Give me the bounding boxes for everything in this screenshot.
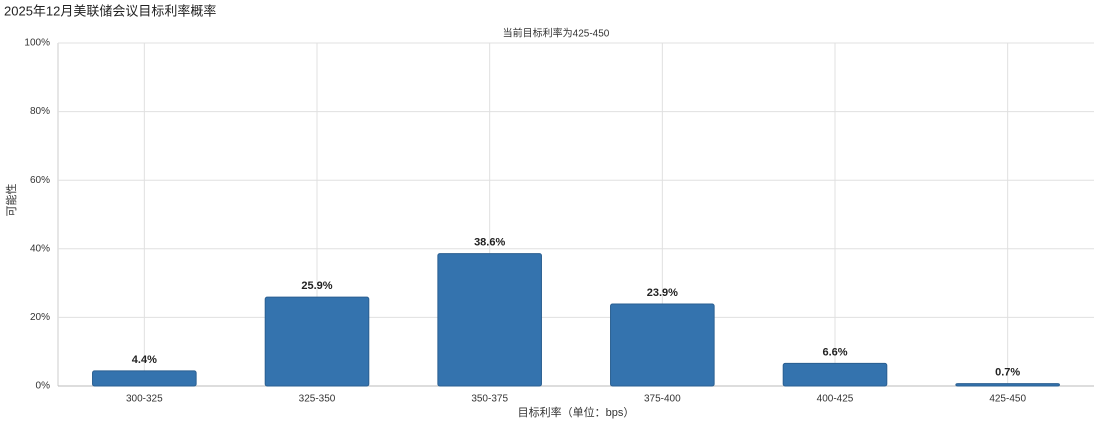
bar: [437, 253, 542, 387]
x-tick-label: 300-325: [126, 394, 163, 405]
data-label: 0.7%: [995, 367, 1020, 379]
data-label: 25.9%: [301, 280, 332, 292]
bar: [955, 383, 1060, 387]
bar: [782, 362, 888, 387]
data-label: 23.9%: [647, 287, 678, 299]
y-tick-label: 80%: [30, 106, 50, 117]
bar: [264, 296, 370, 387]
data-label: 6.6%: [822, 346, 847, 358]
bar: [92, 370, 197, 387]
y-tick-label: 60%: [30, 175, 50, 186]
x-tick-label: 400-425: [817, 394, 854, 405]
data-label: 38.6%: [474, 237, 505, 249]
y-tick-label: 100%: [24, 38, 50, 49]
x-tick-label: 350-375: [471, 394, 508, 405]
chart-title: 2025年12月美联储会议目标利率概率: [4, 3, 216, 18]
chart-subtitle: 当前目标利率为425-450: [503, 27, 610, 40]
x-tick-label: 325-350: [299, 394, 336, 405]
x-tick-label: 425-450: [989, 394, 1026, 405]
data-label: 4.4%: [132, 354, 157, 366]
x-axis-label: 目标利率（单位：bps）: [518, 405, 635, 419]
x-tick-label: 375-400: [644, 394, 681, 405]
y-tick-label: 40%: [30, 243, 50, 254]
y-tick-label: 0%: [36, 381, 51, 392]
y-tick-label: 20%: [30, 312, 50, 323]
y-axis-label: 可能性: [4, 184, 18, 217]
bar: [610, 303, 715, 387]
